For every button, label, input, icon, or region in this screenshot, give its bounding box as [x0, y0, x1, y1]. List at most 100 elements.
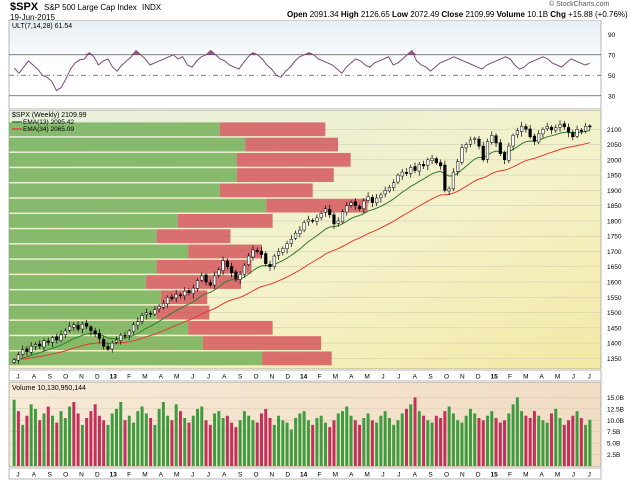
candle-body: [298, 229, 302, 234]
month-label: 13: [110, 374, 118, 381]
vbp-up-bar: [9, 351, 263, 366]
candle-body: [200, 275, 204, 281]
volume-bar: [537, 415, 541, 466]
volume-bar: [494, 418, 498, 466]
candle-body: [558, 124, 562, 128]
volume-bar: [554, 408, 558, 466]
candle-body: [264, 253, 268, 264]
volume-bar: [285, 422, 289, 466]
volume-bar: [170, 420, 174, 466]
ema13-legend-label: EMA(13) 2095.42: [23, 119, 74, 126]
month-label: J: [16, 472, 19, 479]
vbp-up-bar: [9, 275, 147, 289]
volume-bar: [319, 415, 323, 466]
volume-bar: [93, 404, 97, 466]
vbp-up-bar: [9, 152, 237, 167]
month-label: A: [159, 472, 164, 479]
candle-body: [114, 339, 119, 343]
candle-body: [520, 125, 524, 132]
month-label: J: [588, 472, 591, 479]
vbp-down-bar: [156, 305, 210, 320]
volume-bar: [161, 402, 165, 466]
candle-body: [255, 249, 259, 252]
price-tick-label: 1900: [607, 188, 622, 195]
volume-bar: [225, 415, 229, 466]
candle-body: [166, 297, 170, 304]
volume-bar: [383, 411, 387, 466]
volume-bar: [25, 415, 29, 466]
candle-body: [498, 142, 502, 154]
volume-bar: [157, 408, 161, 466]
candle-body: [400, 171, 404, 177]
candle-body: [409, 167, 413, 174]
volume-bar: [298, 413, 302, 466]
candle-body: [532, 135, 536, 142]
candle-body: [366, 196, 370, 201]
volume-bar: [191, 415, 195, 466]
month-label: O: [63, 472, 68, 479]
volume-bar: [532, 411, 536, 466]
volume-bar: [379, 415, 383, 466]
price-tick-label: 1950: [607, 173, 622, 180]
candle-body: [426, 159, 430, 166]
time-axis-bottom: J A S O N D 13 F M A M J J A S O N D 14 F M A M J J A S O N D 15 F M A M J J: [8, 468, 602, 480]
volume-bar: [221, 418, 225, 466]
volume-bar: [341, 411, 345, 466]
vbp-down-bar: [236, 152, 351, 167]
month-label: D: [95, 374, 100, 381]
volume-bar: [289, 429, 293, 466]
volume-bar: [486, 415, 490, 466]
volume-bar: [498, 422, 502, 466]
candle-body: [242, 264, 246, 275]
vbp-down-bar: [203, 336, 322, 350]
volume-bar: [520, 411, 524, 466]
price-tick-label: 2000: [607, 157, 622, 164]
month-label: M: [555, 374, 560, 381]
volume-bar: [136, 411, 140, 466]
volume-bar: [456, 420, 460, 466]
candle-body: [25, 348, 29, 352]
volume-bar: [413, 397, 417, 466]
month-label: A: [413, 374, 418, 381]
candle-body: [375, 197, 379, 204]
volume-bar: [400, 413, 404, 466]
month-label: F: [318, 374, 322, 381]
candle-body: [234, 271, 238, 280]
candle-body: [302, 222, 306, 231]
month-label: 14: [300, 374, 308, 381]
candle-body: [76, 324, 80, 330]
volume-bar: [426, 420, 430, 466]
volume-bar: [76, 413, 80, 466]
volume-bar: [567, 420, 571, 466]
volume-bar: [562, 424, 566, 466]
vbp-up-bar: [9, 305, 157, 320]
volume-bar: [264, 408, 268, 466]
volume-bar: [89, 411, 93, 466]
month-label: D: [476, 472, 481, 479]
volume-bar: [204, 420, 208, 466]
volume-bar: [439, 418, 443, 466]
candle-body: [315, 217, 319, 222]
candle-body: [473, 138, 477, 140]
volume-bar: [144, 413, 148, 466]
month-label: N: [270, 472, 275, 479]
volume-bar: [59, 411, 63, 466]
candle-body: [217, 269, 221, 276]
candle-body: [328, 209, 332, 216]
volume-bar: [21, 424, 25, 466]
volume-bar: [102, 420, 106, 466]
candle-body: [468, 139, 473, 145]
price-tick-label: 1800: [607, 218, 622, 225]
volume-value: 10.1B: [527, 10, 549, 19]
ema34-line: [14, 142, 591, 361]
ult-tick-label: 90: [608, 32, 616, 39]
candle-body: [259, 250, 264, 255]
volume-bar: [460, 422, 464, 466]
ult-tick-label: 30: [608, 93, 616, 100]
price-tick-label: 1450: [607, 325, 622, 332]
candle-body: [289, 238, 293, 244]
exchange-label: INDX: [142, 3, 162, 12]
candle-body: [140, 315, 144, 322]
candle-body: [144, 312, 148, 315]
ult-tick-label: 50: [608, 73, 616, 80]
